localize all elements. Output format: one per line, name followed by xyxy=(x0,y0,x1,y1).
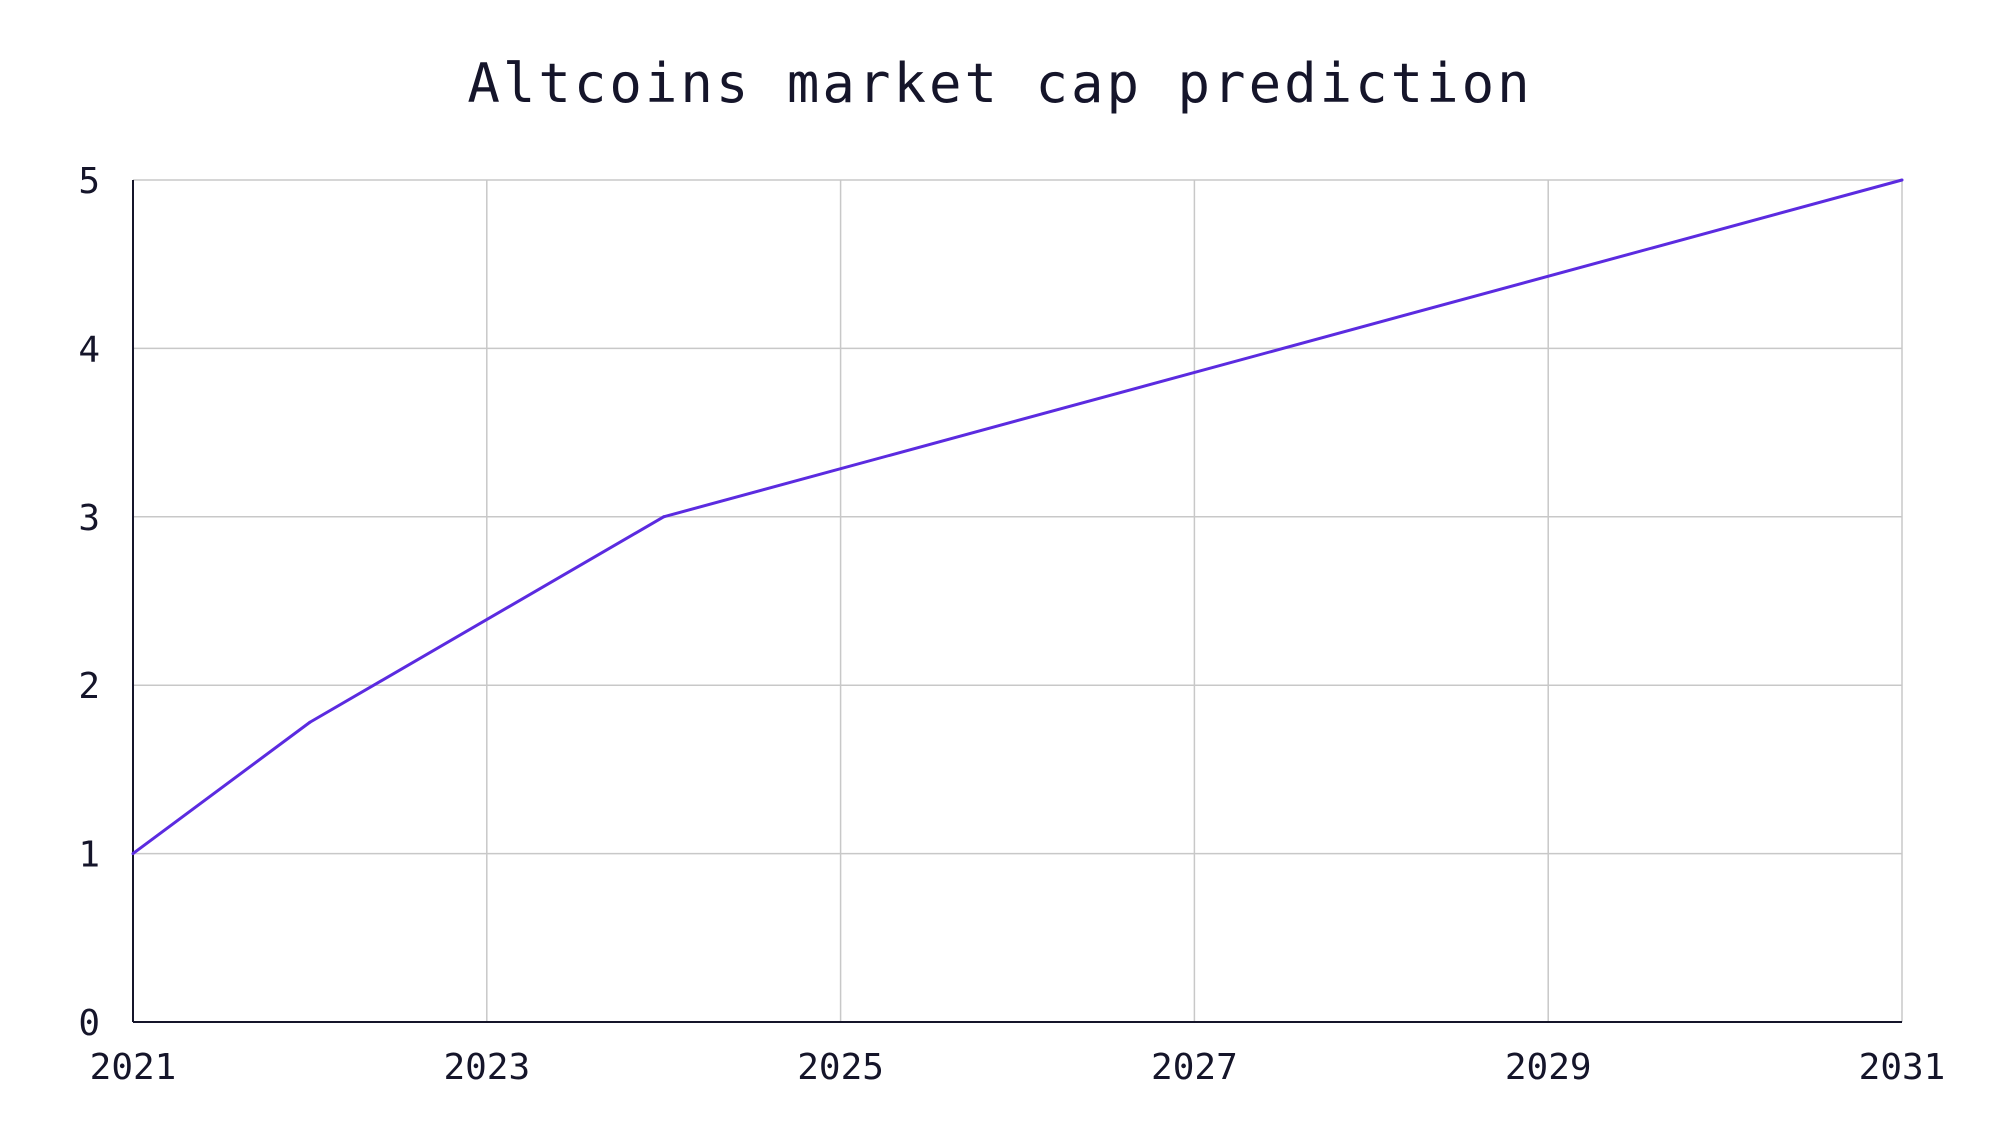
y-tick-label: 0 xyxy=(78,1003,100,1044)
grid-lines xyxy=(133,179,1903,1022)
x-tick-label: 2025 xyxy=(797,1047,884,1088)
y-tick-label: 3 xyxy=(78,498,100,539)
data-point xyxy=(1900,178,1904,182)
series-line xyxy=(132,178,1903,855)
y-tick-label: 1 xyxy=(78,835,100,876)
x-tick-label: 2023 xyxy=(443,1047,530,1088)
data-point xyxy=(131,852,135,856)
data-point xyxy=(662,515,666,519)
tick-labels: 0 1 2 3 4 5 2021 2023 2025 2027 2029 2031 xyxy=(78,161,1945,1088)
chart-title: Altcoins market cap prediction xyxy=(467,52,1533,115)
x-tick-label: 2031 xyxy=(1859,1047,1946,1088)
y-tick-label: 2 xyxy=(78,666,100,707)
data-point xyxy=(308,720,312,724)
series-lines xyxy=(131,178,1904,856)
axes xyxy=(132,180,1902,1023)
x-tick-label: 2029 xyxy=(1505,1047,1592,1088)
x-tick-label: 2021 xyxy=(90,1047,177,1088)
y-tick-label: 5 xyxy=(78,161,100,202)
y-tick-label: 4 xyxy=(78,329,100,370)
x-tick-label: 2027 xyxy=(1151,1047,1238,1088)
